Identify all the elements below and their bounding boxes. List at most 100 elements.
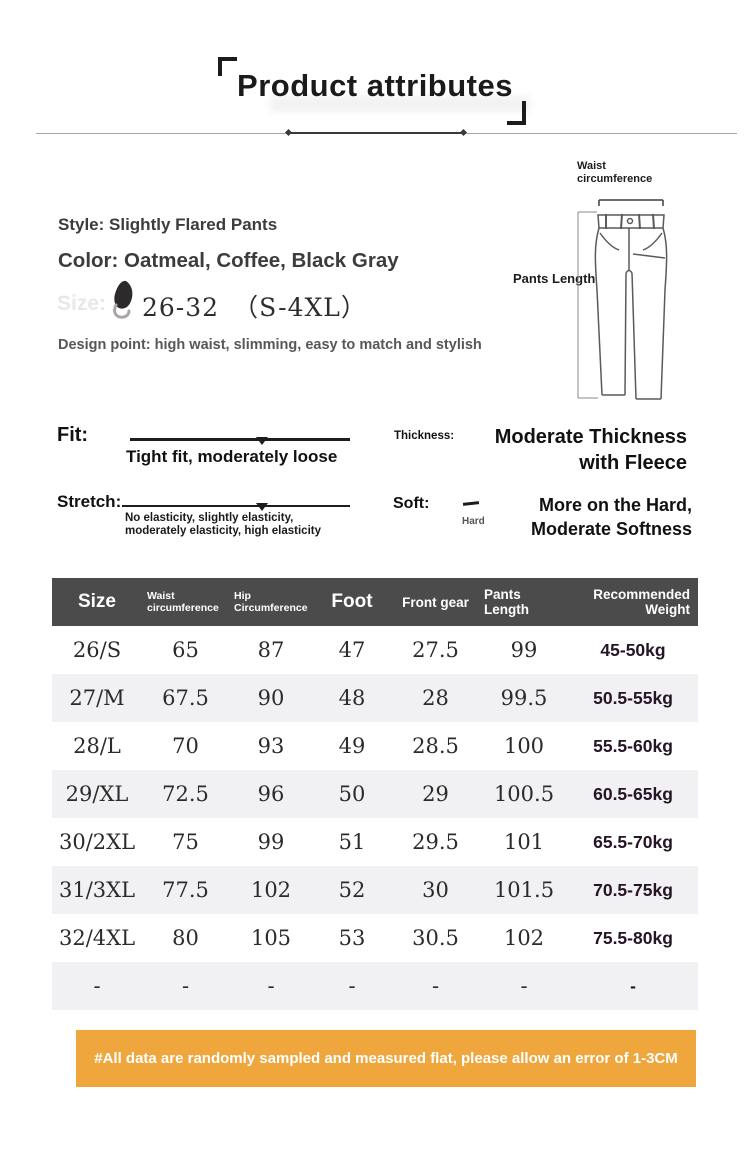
weight-cell: 70.5-75kg (593, 879, 673, 900)
value-cell: 99 (510, 638, 538, 662)
value-cell: 67.5 (162, 686, 209, 710)
value-cell: 100 (503, 734, 545, 758)
value-cell: 47 (338, 638, 366, 662)
column-header: Hip Circumference (234, 590, 308, 614)
size-table-head: Size Waist circumference Hip Circumference… (52, 578, 698, 626)
soft-value-line2: Moderate Softness (530, 519, 692, 539)
value-cell: 99 (257, 830, 285, 854)
design-point-text: Design point: high waist, slimming, easy… (58, 337, 482, 353)
value-cell: - (520, 974, 528, 998)
color-text: Color: Oatmeal, Coffee, Black Gray (58, 249, 399, 272)
size-cell: 31/3XL (58, 878, 136, 902)
size-cell: 27/M (69, 686, 125, 710)
size-cell: 26/S (72, 638, 122, 662)
soft-value-line1: More on the Hard, (538, 495, 692, 515)
value-cell: 99.5 (500, 686, 548, 710)
table-row: 30/2XL 75 99 51 29.5 101 65.5-70kg (52, 818, 698, 866)
corner-bracket-bottom-right-icon (507, 101, 526, 125)
value-cell: 80 (172, 926, 199, 950)
table-row: 28/L 70 93 49 28.5 100 55.5-60kg (52, 722, 698, 770)
value-cell: - (267, 974, 275, 998)
table-row: 29/XL 72.5 96 50 29 100.5 60.5-65kg (52, 770, 698, 818)
value-cell: 96 (257, 782, 285, 806)
column-header: Foot (331, 591, 373, 612)
value-cell: 100.5 (493, 782, 555, 806)
thickness-value-line1: Moderate Thickness (494, 426, 687, 448)
value-cell: 102 (503, 926, 545, 950)
value-cell: 101 (503, 830, 545, 854)
weight-cell: 75.5-80kg (593, 927, 673, 948)
soft-value: More on the Hard, Moderate Softness (531, 493, 692, 541)
size-table-body: 26/S 65 87 47 27.5 99 45-50kg 27/M 67.5 90 48 28 99.… (52, 626, 698, 1010)
pants-diagram (577, 199, 668, 400)
table-row: 26/S 65 87 47 27.5 99 45-50kg (52, 626, 698, 674)
thickness-value-line2: with Fleece (579, 452, 687, 474)
size-value-text: 26-32 （S-4XL） (142, 288, 367, 324)
value-cell: 28 (422, 686, 449, 710)
hard-scale-label: Hard (462, 516, 485, 527)
value-cell: 105 (250, 926, 292, 950)
stretch-value-line2: moderately elasticity, high elasticity (125, 525, 321, 537)
stretch-scale-line (122, 505, 350, 507)
table-row: ------- (52, 962, 698, 1010)
weight-cell: 60.5-65kg (593, 783, 673, 804)
title-ghost-shadow (270, 96, 530, 112)
table-row: 32/4XL 80 105 53 30.5 102 75.5-80kg (52, 914, 698, 962)
stretch-marker-icon (256, 503, 268, 511)
column-header: Pants Length (484, 587, 529, 617)
value-cell: 29.5 (412, 830, 459, 854)
size-cell: 32/4XL (58, 926, 136, 950)
value-cell: 87 (257, 638, 285, 662)
weight-cell: 45-50kg (600, 639, 666, 660)
size-table: Size Waist circumference Hip Circumference… (52, 578, 698, 1010)
column-header: Size (77, 591, 117, 612)
fit-marker-icon (256, 437, 268, 445)
column-header: Recommended Weight (593, 587, 690, 617)
size-cell: 29/XL (65, 782, 129, 806)
divider-diamond-icon (459, 128, 468, 137)
stretch-label: Stretch: (57, 492, 122, 511)
fit-label: Fit: (57, 424, 89, 446)
style-text: Style: Slightly Flared Pants (58, 215, 278, 234)
fit-scale-line (130, 438, 350, 441)
size-cell: - (93, 974, 101, 998)
thickness-label: Thickness: (394, 430, 455, 442)
page-title: Product attributes (237, 68, 513, 103)
weight-cell: 65.5-70kg (593, 831, 673, 852)
corner-bracket-top-left-icon (218, 57, 237, 76)
size-ghost-label: Size: (57, 292, 107, 315)
value-cell: 27.5 (412, 638, 459, 662)
value-cell: 53 (338, 926, 366, 950)
value-cell: 48 (338, 686, 366, 710)
value-cell: 75 (172, 830, 199, 854)
value-cell: 93 (257, 734, 285, 758)
value-cell: 30 (422, 878, 449, 902)
pants-length-label: Pants Length (513, 271, 596, 286)
value-cell: 51 (338, 830, 366, 854)
value-cell: 90 (257, 686, 285, 710)
value-cell: 77.5 (162, 878, 209, 902)
value-cell: 65 (172, 638, 199, 662)
stretch-value-line1: No elasticity, slightly elasticity, (125, 512, 294, 524)
value-cell: 52 (338, 878, 366, 902)
weight-cell: - (630, 975, 636, 996)
size-cell: 30/2XL (58, 830, 136, 854)
divider-accent-segment (288, 132, 465, 134)
measurement-note-banner: #All data are randomly sampled and measu… (76, 1030, 696, 1087)
soft-scale-tick-icon (462, 501, 480, 506)
value-cell: 70 (172, 734, 199, 758)
stretch-value: No elasticity, slightly elasticity, mode… (125, 512, 321, 538)
table-row: 27/M 67.5 90 48 28 99.5 50.5-55kg (52, 674, 698, 722)
value-cell: 101.5 (493, 878, 555, 902)
value-cell: - (181, 974, 190, 998)
value-cell: 72.5 (162, 782, 209, 806)
value-cell: 28.5 (412, 734, 459, 758)
weight-cell: 50.5-55kg (593, 687, 673, 708)
size-range: （S-4XL） (233, 293, 367, 322)
ink-blob-icon (113, 280, 133, 319)
value-cell: 29 (422, 782, 449, 806)
value-cell: 30.5 (412, 926, 459, 950)
column-header: Waist circumference (147, 590, 219, 614)
soft-label: Soft: (393, 495, 430, 512)
